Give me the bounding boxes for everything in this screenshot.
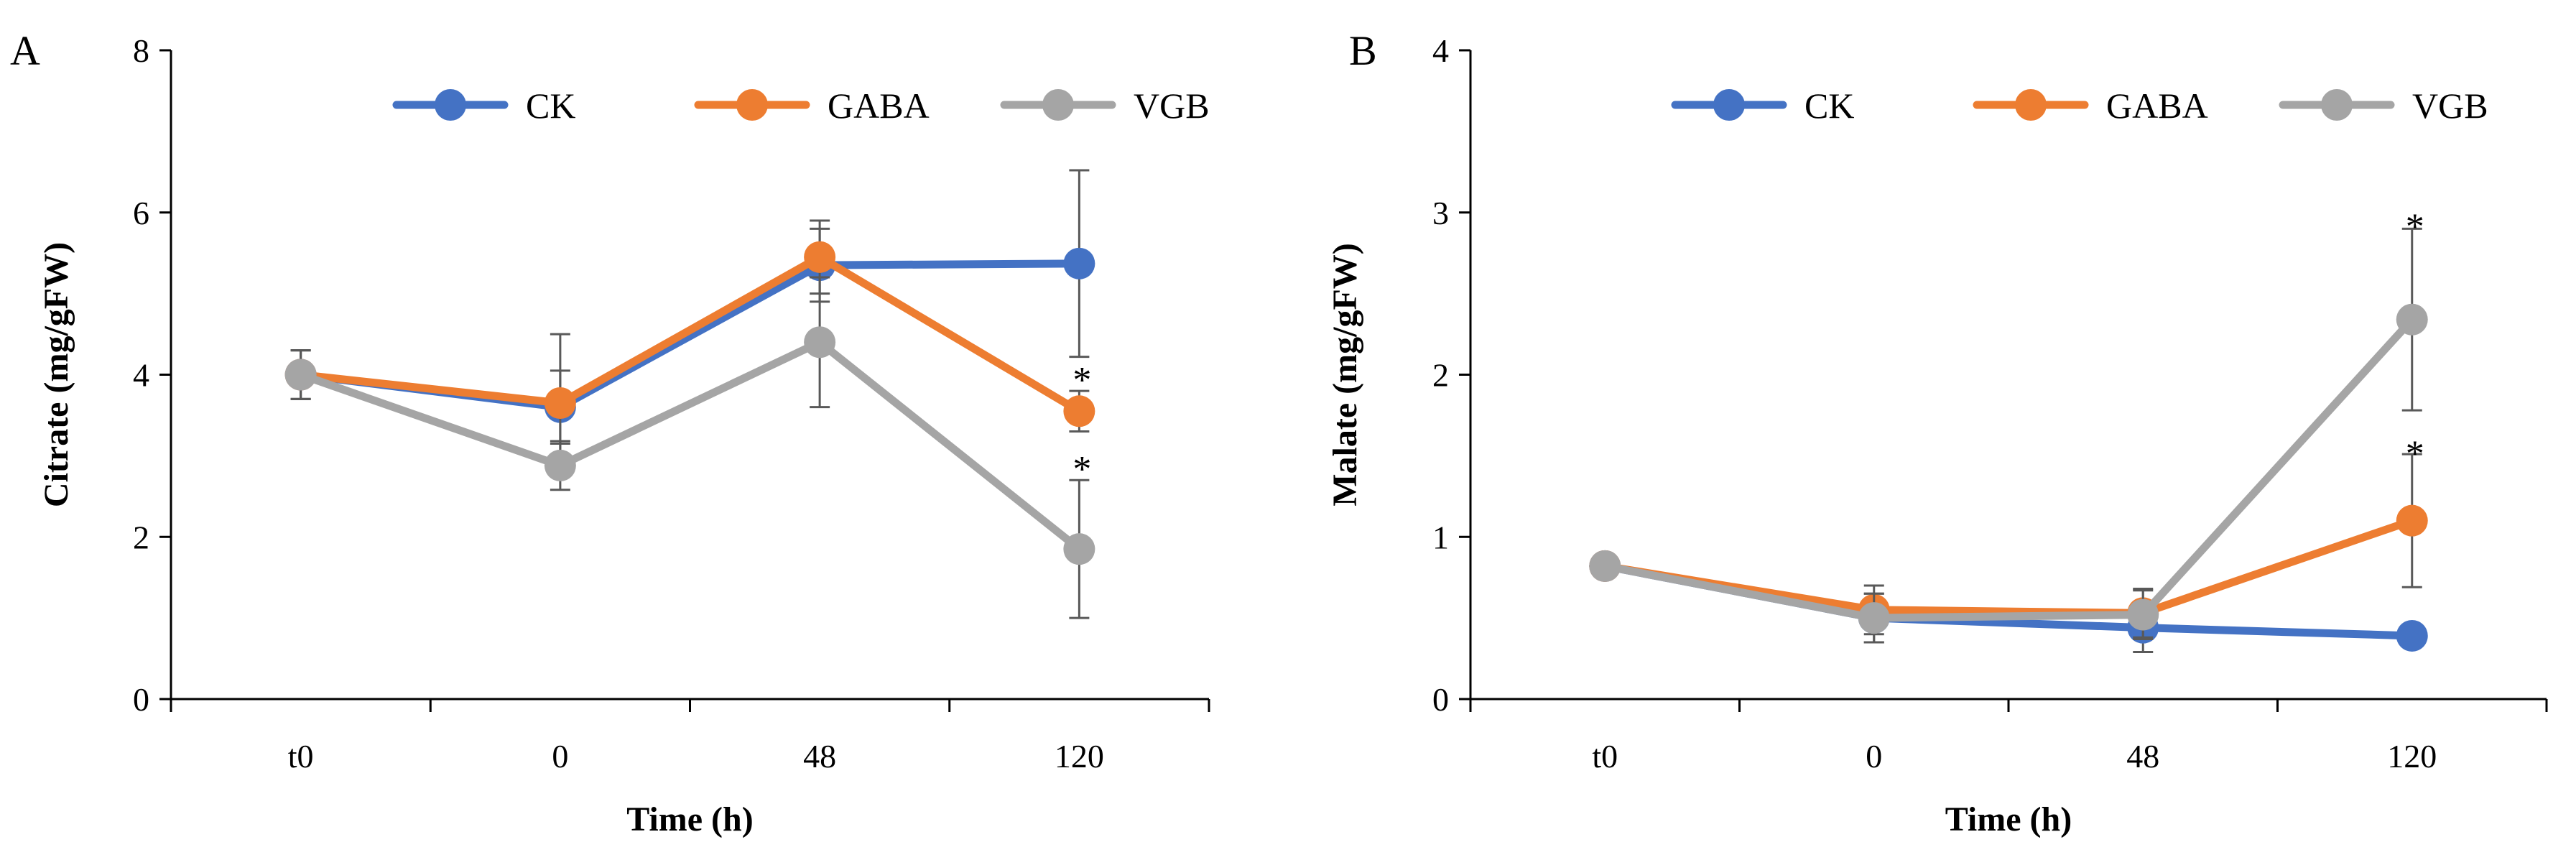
x-tick-label: 48 bbox=[803, 738, 836, 775]
data-point bbox=[544, 449, 576, 481]
y-tick-label: 4 bbox=[1432, 32, 1449, 69]
legend-label: CK bbox=[526, 85, 575, 126]
legend-swatch-marker bbox=[2015, 89, 2047, 121]
x-tick-label: 120 bbox=[2387, 738, 2437, 775]
data-point bbox=[2396, 303, 2428, 336]
significance-star: * bbox=[1072, 449, 1091, 490]
chart-panel-a: A 0 2 4 6 8 t0 0 48 120 Time (h) Citrate (mg/gFW) * *… bbox=[10, 27, 1210, 838]
data-point bbox=[1063, 247, 1095, 279]
legend: CK GABA VGB bbox=[1671, 85, 2488, 126]
data-point bbox=[2127, 598, 2159, 631]
series-vgb bbox=[284, 276, 1095, 619]
series-line bbox=[1600, 517, 2417, 617]
data-point bbox=[1858, 602, 1890, 634]
x-tick-label: t0 bbox=[1592, 738, 1618, 775]
series-gaba bbox=[1589, 453, 2428, 639]
series-line bbox=[297, 253, 1083, 415]
legend-swatch-marker bbox=[736, 89, 768, 121]
data-point bbox=[544, 387, 576, 420]
data-point bbox=[1589, 550, 1621, 582]
y-tick-label: 1 bbox=[1432, 519, 1449, 555]
y-tick-label: 8 bbox=[133, 32, 149, 69]
legend-label: VGB bbox=[2412, 85, 2488, 126]
x-tick-label: 0 bbox=[552, 738, 568, 775]
significance-star: * bbox=[1072, 360, 1091, 401]
x-tick-label: 120 bbox=[1055, 738, 1104, 775]
y-tick-label: 2 bbox=[133, 519, 149, 555]
legend-label: GABA bbox=[828, 85, 930, 126]
data-point bbox=[804, 241, 836, 273]
data-point bbox=[2396, 504, 2428, 537]
data-point bbox=[2396, 619, 2428, 652]
y-tick-label: 0 bbox=[1432, 681, 1449, 718]
data-point bbox=[1063, 395, 1095, 427]
legend-label: VGB bbox=[1134, 85, 1210, 126]
x-tick-label: 48 bbox=[2126, 738, 2159, 775]
y-axis-title: Malate (mg/gFW) bbox=[1326, 243, 1364, 507]
x-tick-label: 0 bbox=[1866, 738, 1882, 775]
x-axis-title: Time (h) bbox=[626, 800, 753, 838]
y-tick-label: 3 bbox=[1432, 195, 1449, 231]
series-gaba bbox=[284, 219, 1095, 473]
series-ck bbox=[1589, 550, 2428, 654]
series-line bbox=[1600, 562, 2417, 640]
series-vgb bbox=[1589, 227, 2428, 644]
legend-swatch-marker bbox=[1042, 89, 1074, 121]
chart-panel-b: B 0 1 2 3 4 t0 0 48 120 Time (h) Malate (mg/gFW) * * C… bbox=[1326, 27, 2548, 838]
y-tick-label: 0 bbox=[133, 681, 149, 718]
data-point bbox=[1063, 533, 1095, 565]
legend-swatch-marker bbox=[2321, 89, 2353, 121]
legend-label: CK bbox=[1804, 85, 1854, 126]
panel-label: B bbox=[1349, 27, 1377, 74]
y-tick-label: 2 bbox=[1432, 357, 1449, 394]
panel-label: A bbox=[10, 27, 40, 74]
significance-star: * bbox=[2406, 434, 2424, 475]
series-line bbox=[297, 338, 1083, 553]
x-tick-label: t0 bbox=[288, 738, 314, 775]
y-axis-title: Citrate (mg/gFW) bbox=[37, 242, 75, 507]
legend-swatch-marker bbox=[1713, 89, 1745, 121]
data-point bbox=[284, 359, 317, 391]
y-tick-label: 6 bbox=[133, 195, 149, 231]
legend-swatch-marker bbox=[435, 89, 466, 121]
x-axis-title: Time (h) bbox=[1945, 800, 2072, 838]
legend: CK GABA VGB bbox=[392, 85, 1210, 126]
data-point bbox=[804, 326, 836, 359]
significance-star: * bbox=[2406, 207, 2424, 248]
series-line bbox=[1600, 315, 2417, 622]
y-tick-label: 4 bbox=[133, 357, 149, 394]
legend-label: GABA bbox=[2106, 85, 2208, 126]
